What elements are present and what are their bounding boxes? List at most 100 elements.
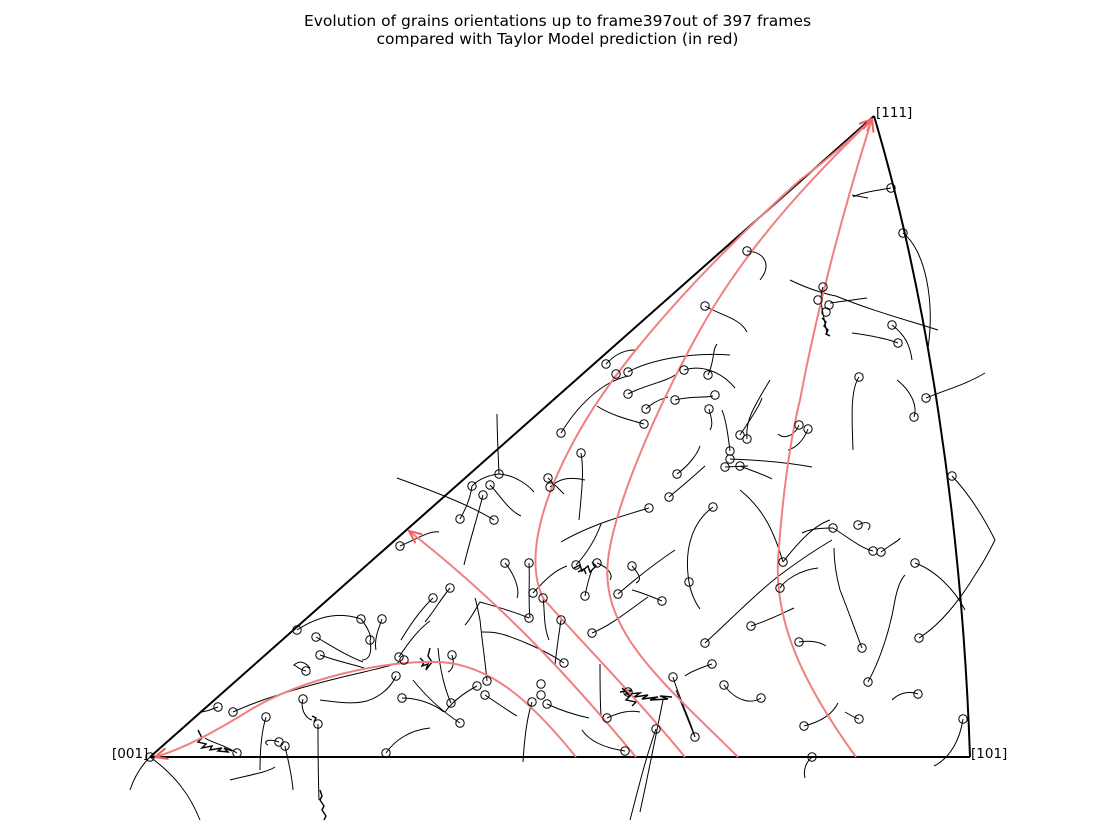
grain-marker: [778, 557, 788, 567]
grain-marker: [725, 454, 735, 464]
grain-marker: [445, 583, 455, 593]
chart-title-line-2: compared with Taylor Model prediction (i…: [376, 30, 739, 48]
grain-marker: [854, 714, 864, 724]
grain-noise-cluster: [621, 687, 638, 707]
grain-trajectory: [723, 684, 762, 702]
grain-trajectory: [317, 723, 320, 801]
grain-trajectory: [639, 699, 664, 813]
grain-marker: [395, 541, 405, 551]
grain-marker: [613, 589, 623, 599]
grain-marker: [494, 469, 504, 479]
grain-trajectory: [707, 343, 718, 376]
grain-marker: [455, 514, 465, 524]
grain-trajectory: [259, 716, 267, 771]
grain-marker: [672, 469, 682, 479]
grain-marker: [756, 693, 766, 703]
grain-trajectory: [319, 675, 397, 704]
grain-marker: [775, 583, 785, 593]
grain-marker: [909, 412, 919, 422]
grain-marker: [742, 246, 752, 256]
grain-marker: [627, 561, 637, 571]
grain-marker: [863, 677, 873, 687]
taylor-model-paths: [155, 119, 872, 757]
grain-trajectory: [629, 728, 657, 821]
grain-marker: [794, 420, 804, 430]
grain-trajectory: [149, 756, 201, 821]
grain-marker: [315, 650, 325, 660]
taylor-path-to-001: [155, 660, 577, 757]
grain-marker: [482, 676, 492, 686]
taylor-path: [776, 119, 872, 758]
grain-trajectory: [447, 654, 454, 673]
grain-marker: [623, 389, 633, 399]
grain-trajectory: [522, 701, 533, 763]
grain-marker: [947, 471, 957, 481]
grain-marker: [576, 448, 586, 458]
grain-marker: [910, 558, 920, 568]
grain-marker: [381, 748, 391, 758]
grain-marker: [921, 393, 931, 403]
grain-trajectory: [459, 485, 473, 520]
grain-marker: [472, 681, 482, 691]
grain-marker: [813, 295, 823, 305]
grain-marker: [485, 480, 495, 490]
grain-markers: [145, 183, 968, 762]
grain-marker: [524, 558, 534, 568]
grain-trajectory: [668, 465, 706, 498]
grain-marker: [719, 680, 729, 690]
grain-trajectory: [463, 494, 484, 566]
grain-marker: [536, 690, 546, 700]
grain-trajectory: [851, 332, 899, 344]
grain-marker: [500, 558, 510, 568]
grain-trajectory: [867, 574, 906, 683]
grain-marker: [670, 395, 680, 405]
grain-trajectory: [617, 549, 676, 595]
grain-trajectory: [739, 465, 773, 480]
grain-trajectory: [578, 452, 583, 521]
grain-marker: [620, 746, 630, 756]
grain-marker: [489, 515, 499, 525]
grain-marker: [587, 628, 597, 638]
grain-trajectory: [951, 475, 996, 541]
grain-marker: [700, 638, 710, 648]
grain-trajectory: [704, 539, 833, 644]
grain-trajectory: [360, 618, 372, 641]
grain-trajectory: [721, 409, 731, 452]
grain-trajectory: [606, 710, 641, 719]
grain-trajectory: [896, 379, 916, 418]
grain-marker: [543, 473, 553, 483]
grain-trajectory: [829, 297, 868, 304]
grain-marker: [292, 625, 302, 635]
grain-marker: [720, 462, 730, 472]
grain-marker: [228, 707, 238, 717]
corner-label-111: [111]: [876, 105, 912, 121]
grain-marker: [700, 301, 710, 311]
grain-trajectory: [675, 689, 696, 738]
grain-marker: [657, 596, 667, 606]
grain-marker: [735, 461, 745, 471]
grain-trajectory: [481, 631, 565, 664]
grain-trajectory: [575, 523, 602, 566]
grain-trajectory: [782, 519, 831, 563]
grain-trajectory: [798, 640, 827, 647]
grain-marker: [707, 659, 717, 669]
grain-trajectory: [396, 477, 495, 521]
grain-noise-cluster: [821, 317, 831, 337]
grain-marker: [542, 699, 552, 709]
grain-trajectory: [437, 647, 452, 704]
grain-trajectory: [489, 484, 522, 517]
grain-marker: [886, 183, 896, 193]
grain-marker: [528, 588, 538, 598]
frame-arc-101-111: [873, 115, 971, 758]
grain-trajectory: [739, 489, 784, 563]
grain-marker: [213, 702, 223, 712]
grain-marker: [794, 637, 804, 647]
grain-marker: [455, 718, 465, 728]
grain-marker: [559, 658, 569, 668]
grain-trajectory: [801, 527, 834, 534]
grain-trajectory: [199, 706, 219, 713]
grain-trajectory: [424, 587, 451, 623]
grain-marker: [446, 698, 456, 708]
grain-marker: [703, 370, 713, 380]
